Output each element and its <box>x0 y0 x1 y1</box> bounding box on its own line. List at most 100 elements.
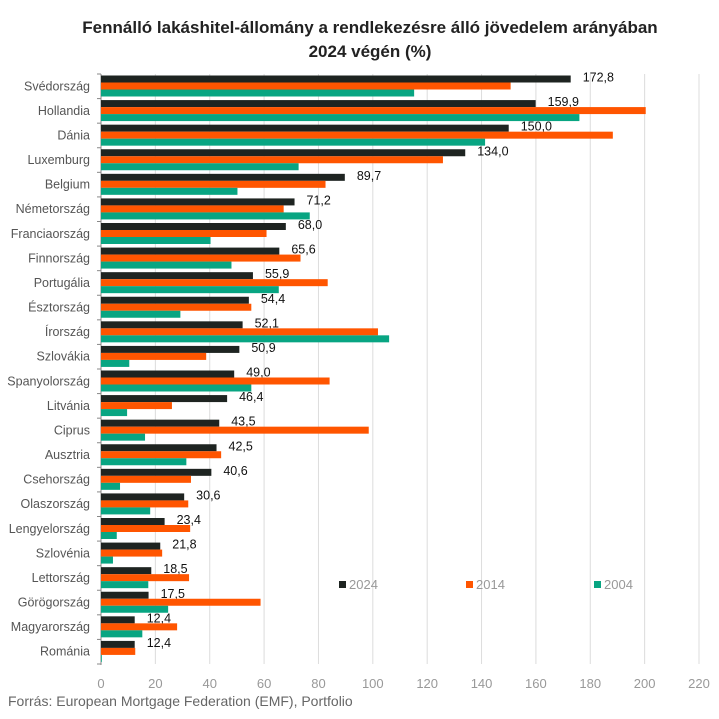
bar-2014 <box>101 303 252 311</box>
bar-2024 <box>101 272 253 280</box>
bar-2004 <box>101 433 146 441</box>
category-label: Ciprus <box>54 423 90 437</box>
category-label: Belgium <box>45 178 90 192</box>
bar-2024 <box>101 370 235 378</box>
bar-2024 <box>101 542 161 550</box>
bar-2024 <box>101 321 243 329</box>
data-label: 21,8 <box>172 538 196 552</box>
chart-title: Fennálló lakáshitel-állomány a rendlekez… <box>82 18 658 37</box>
category-label: Svédország <box>24 79 90 93</box>
category-label: Franciaország <box>11 227 90 241</box>
x-tick-label: 160 <box>525 676 547 691</box>
category-label: Finnország <box>28 251 90 265</box>
data-label: 12,4 <box>147 636 171 650</box>
bar-2024 <box>101 468 212 476</box>
category-label: Szlovákia <box>37 350 91 364</box>
chart-subtitle: 2024 végén (%) <box>308 42 432 61</box>
bar-2014 <box>101 500 189 508</box>
bar-2024 <box>101 149 466 157</box>
x-tick-label: 180 <box>579 676 601 691</box>
bar-2014 <box>101 254 301 262</box>
bar-2024 <box>101 345 240 353</box>
x-tick-label: 0 <box>97 676 104 691</box>
bar-2024 <box>101 173 345 181</box>
bar-2014 <box>101 574 190 582</box>
bar-2024 <box>101 395 228 403</box>
bar-2004 <box>101 482 121 490</box>
category-label: Portugália <box>34 276 90 290</box>
category-label: Spanyolország <box>7 374 90 388</box>
bar-2024 <box>101 75 571 83</box>
bar-2014 <box>101 328 378 336</box>
category-label: Ausztria <box>45 448 90 462</box>
bar-2014 <box>101 352 207 360</box>
bar-2004 <box>101 654 102 662</box>
bar-2014 <box>101 598 261 606</box>
data-label: 40,6 <box>223 464 247 478</box>
bar-2004 <box>101 335 390 343</box>
category-label: Lettország <box>32 571 90 585</box>
legend-swatch-2004 <box>594 581 601 588</box>
data-label: 49,0 <box>246 366 270 380</box>
bar-2014 <box>101 647 136 655</box>
data-label: 172,8 <box>583 71 614 85</box>
data-label: 12,4 <box>147 611 171 625</box>
bar-2014 <box>101 451 222 459</box>
data-label: 134,0 <box>477 144 508 158</box>
bar-2004 <box>101 89 415 97</box>
legend-label: 2004 <box>604 577 633 592</box>
bar-2014 <box>101 205 284 213</box>
bar-2024 <box>101 518 165 525</box>
x-tick-label: 80 <box>311 676 325 691</box>
category-label: Románia <box>40 645 90 659</box>
bar-2014 <box>101 377 330 385</box>
bar-2004 <box>101 409 128 417</box>
category-label: Hollandia <box>38 104 90 118</box>
x-tick-label: 100 <box>362 676 384 691</box>
bar-2004 <box>101 384 252 392</box>
x-tick-label: 200 <box>634 676 656 691</box>
bar-2024 <box>101 223 286 230</box>
category-label: Görögország <box>18 596 90 610</box>
bar-2024 <box>101 493 185 501</box>
category-label: Észtország <box>28 300 90 315</box>
bar-2024 <box>101 247 280 255</box>
bar-2004 <box>101 286 279 294</box>
data-label: 50,9 <box>251 341 275 355</box>
legend-label: 2014 <box>476 577 505 592</box>
bar-2004 <box>101 507 151 515</box>
category-label: Szlovénia <box>36 546 90 560</box>
category-label: Litvánia <box>47 399 90 413</box>
legend-swatch-2014 <box>466 581 473 588</box>
bar-2024 <box>101 198 295 206</box>
data-label: 65,6 <box>291 243 315 257</box>
data-label: 43,5 <box>231 415 255 429</box>
bar-2004 <box>101 581 149 589</box>
bar-2004 <box>101 163 299 171</box>
bar-2004 <box>101 605 169 613</box>
bar-2004 <box>101 237 211 244</box>
bar-2004 <box>101 212 310 220</box>
data-label: 150,0 <box>521 120 552 134</box>
data-label: 30,6 <box>196 488 220 502</box>
bar-2014 <box>101 279 328 287</box>
x-tick-label: 20 <box>148 676 162 691</box>
bar-2004 <box>101 114 580 122</box>
x-tick-label: 120 <box>416 676 438 691</box>
bar-2024 <box>101 124 509 132</box>
bar-2014 <box>101 131 613 139</box>
data-label: 68,0 <box>298 218 322 232</box>
bar-2024 <box>101 100 536 108</box>
bar-2024 <box>101 296 249 304</box>
bar-2014 <box>101 107 646 115</box>
source-note: Forrás: European Mortgage Federation (EM… <box>8 693 353 709</box>
bar-2014 <box>101 156 443 164</box>
bar-2014 <box>101 82 511 90</box>
bar-2014 <box>101 525 191 532</box>
bar-2004 <box>101 359 130 367</box>
bar-2024 <box>101 616 135 624</box>
data-label: 52,1 <box>255 316 279 330</box>
data-label: 42,5 <box>229 439 253 453</box>
bar-2024 <box>101 640 135 648</box>
bar-2004 <box>101 310 181 318</box>
